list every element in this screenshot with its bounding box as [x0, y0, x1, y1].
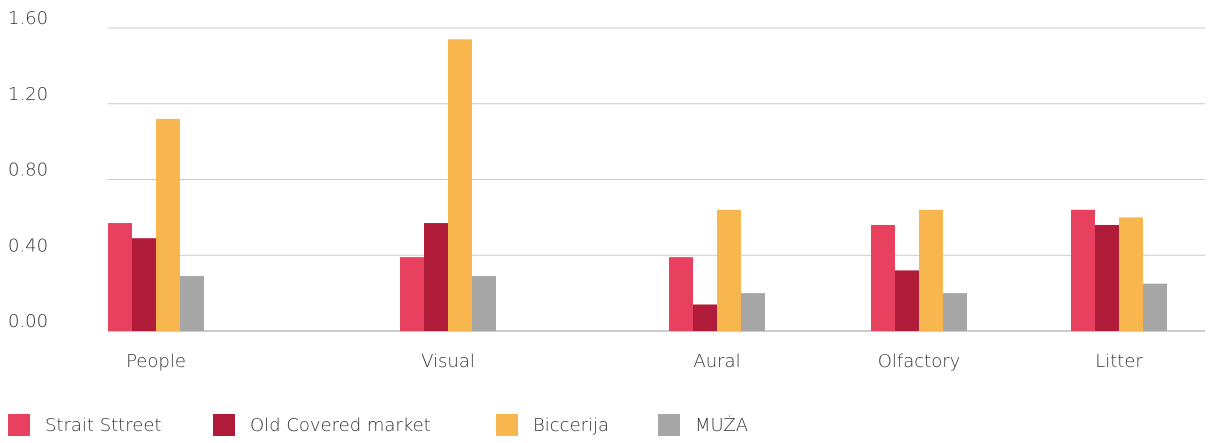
bar — [871, 224, 895, 331]
y-tick-label: 0.00 — [8, 311, 48, 332]
bar — [156, 118, 180, 332]
x-tick-label: Aural — [693, 351, 740, 372]
bar — [895, 270, 919, 331]
legend-swatch — [213, 414, 235, 436]
legend-swatch — [8, 414, 30, 436]
bar — [400, 257, 424, 331]
bar — [669, 257, 693, 331]
legend-label: Biccerija — [533, 415, 609, 436]
bar — [424, 223, 448, 331]
legend-label: Strait Sttreet — [45, 415, 161, 436]
y-tick-label: 1.20 — [8, 84, 48, 105]
bar — [1119, 217, 1143, 331]
x-tick-label: Olfactory — [878, 351, 961, 372]
legend-label: Old Covered market — [250, 415, 431, 436]
y-tick-label: 0.40 — [8, 235, 48, 256]
bar — [741, 293, 765, 331]
legend-label: MUŻA — [695, 415, 748, 436]
bar — [132, 238, 156, 331]
legend-swatch — [658, 414, 680, 436]
x-tick-label: People — [126, 351, 186, 372]
x-tick-label: Visual — [421, 351, 475, 372]
bar — [180, 276, 204, 331]
bar — [717, 209, 741, 331]
x-tick-label: Litter — [1095, 351, 1143, 372]
bar — [1071, 209, 1095, 331]
bar — [919, 209, 943, 331]
bar — [943, 293, 967, 331]
bar — [693, 304, 717, 331]
bar — [1143, 283, 1167, 331]
y-tick-label: 1.60 — [8, 8, 48, 29]
bar — [108, 223, 132, 331]
legend-swatch — [496, 414, 518, 436]
bar — [472, 276, 496, 331]
y-tick-label: 0.80 — [8, 160, 48, 181]
bar — [1095, 224, 1119, 331]
bar — [448, 39, 472, 332]
